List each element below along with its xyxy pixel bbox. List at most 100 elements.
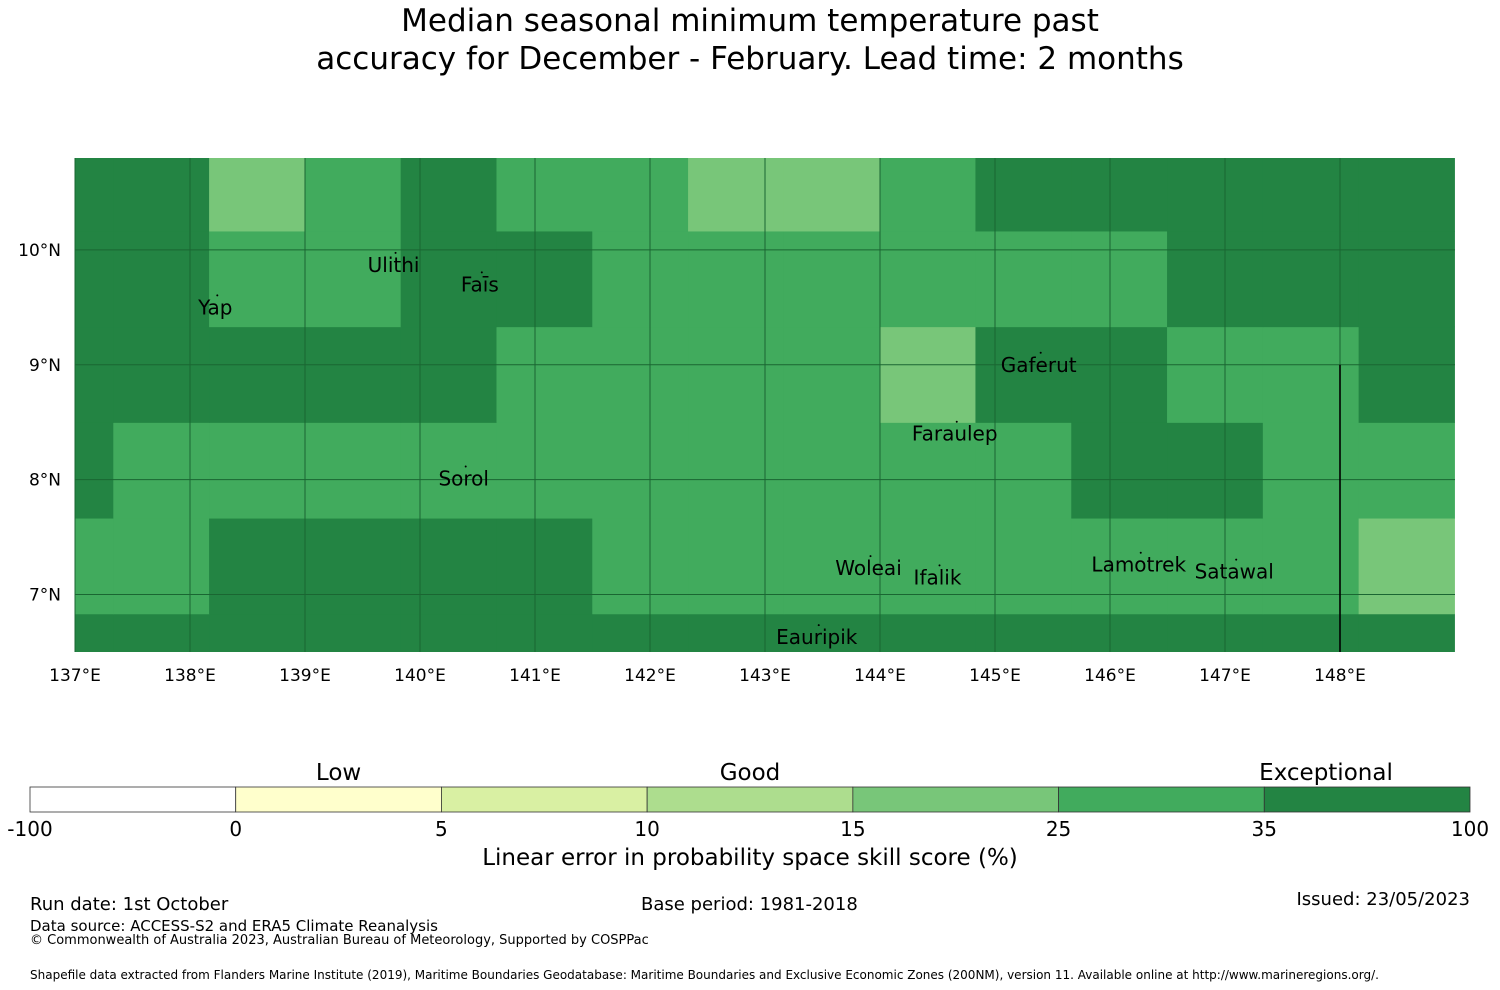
skill-cell xyxy=(496,230,593,328)
island-marker xyxy=(464,465,467,468)
island-marker xyxy=(216,294,219,297)
skill-cell xyxy=(783,158,881,232)
skill-cell xyxy=(592,518,689,615)
colorbar-label: Linear error in probability space skill … xyxy=(482,845,1018,871)
colorbar-tick-label: 25 xyxy=(1045,817,1072,841)
latitude-tick-label: 7°N xyxy=(29,586,61,606)
longitude-tick-label: 146°E xyxy=(1084,666,1136,686)
skill-cell xyxy=(113,326,210,423)
skill-cell xyxy=(400,518,497,615)
skill-cell xyxy=(688,613,785,652)
skill-cell xyxy=(783,326,881,423)
skill-cell xyxy=(496,613,593,652)
skill-cell xyxy=(880,40,976,136)
skill-cell xyxy=(975,613,1072,652)
skill-cell xyxy=(975,158,1072,232)
island-marker xyxy=(1139,551,1142,554)
skill-cell xyxy=(1071,40,1167,136)
colorbar-tick-label: 35 xyxy=(1251,817,1278,841)
longitude-tick-label: 140°E xyxy=(394,666,446,686)
data-source: Data source: ACCESS-S2 and ERA5 Climate … xyxy=(30,917,438,935)
place-labels: Yap Ulithi Faīs Gaferut Faraulep Sorol Woleai I… xyxy=(197,251,1274,649)
skill-cell xyxy=(784,40,880,136)
skill-cell xyxy=(304,613,402,652)
skill-cell xyxy=(400,230,497,328)
shapefile-credit: Shapefile data extracted from Flanders M… xyxy=(30,968,1379,982)
skill-cell xyxy=(879,326,976,423)
skill-cell xyxy=(1263,0,1359,40)
skill-cell xyxy=(400,326,497,423)
skill-cell xyxy=(880,0,976,40)
skill-cell xyxy=(304,230,402,328)
skill-cell xyxy=(1262,422,1360,519)
skill-cell xyxy=(879,230,976,328)
skill-cell xyxy=(496,40,592,136)
skill-cell xyxy=(1262,518,1360,615)
skill-cell xyxy=(688,422,785,519)
skill-cell xyxy=(400,613,497,652)
longitude-tick-label: 148°E xyxy=(1314,666,1366,686)
skill-cell xyxy=(304,518,402,615)
skill-cell xyxy=(1358,230,1455,328)
skill-cell xyxy=(113,0,209,40)
colorbar-swatch xyxy=(29,786,237,813)
longitude-tick-label: 143°E xyxy=(739,666,791,686)
skill-cell xyxy=(496,518,593,615)
skill-cell xyxy=(1071,422,1168,519)
colorbar-tick-label: 5 xyxy=(435,817,448,841)
skill-cell xyxy=(1167,230,1264,328)
place-label: Yap xyxy=(197,295,232,319)
skill-cell xyxy=(113,158,210,232)
colorbar-swatch xyxy=(646,786,854,813)
skill-cell xyxy=(75,518,114,615)
island-marker xyxy=(869,555,872,558)
latitude-tick-label: 8°N xyxy=(29,471,61,491)
skill-cell xyxy=(879,422,976,519)
skill-cell xyxy=(783,518,881,615)
skill-cell xyxy=(1071,613,1168,652)
skill-cell xyxy=(209,518,306,615)
colorbar-tick-label: 100 xyxy=(1450,817,1490,841)
island-marker xyxy=(480,271,483,274)
longitude-tick-label: 144°E xyxy=(854,666,906,686)
skill-cell xyxy=(592,422,689,519)
colorbar-swatch xyxy=(852,786,1059,813)
skill-cell xyxy=(879,518,976,615)
skill-cell xyxy=(784,0,880,40)
run-date: Run date: 1st October xyxy=(30,894,229,915)
skill-cell xyxy=(1071,518,1168,615)
skill-cell xyxy=(879,158,976,232)
skill-cell xyxy=(1167,326,1264,423)
skill-cell xyxy=(496,326,593,423)
skill-cell xyxy=(688,0,784,40)
skill-cell xyxy=(975,518,1072,615)
skill-cell xyxy=(592,230,689,328)
skill-cell xyxy=(879,613,976,652)
place-label: Lamotrek xyxy=(1091,553,1186,577)
skill-cell xyxy=(592,326,689,423)
skill-cell xyxy=(401,0,497,40)
skill-cell xyxy=(1071,0,1167,40)
skill-cell xyxy=(688,230,785,328)
skill-cell xyxy=(209,326,306,423)
skill-cell xyxy=(1167,0,1263,40)
island-marker xyxy=(1039,351,1042,354)
place-label: Satawal xyxy=(1195,560,1274,584)
skill-cell xyxy=(975,0,1071,40)
colorbar-swatch xyxy=(441,786,648,813)
base-period: Base period: 1981-2018 xyxy=(641,894,858,915)
skill-cell xyxy=(1262,613,1360,652)
skill-cell xyxy=(209,40,305,136)
skill-cell xyxy=(75,422,114,519)
longitude-tick-label: 141°E xyxy=(509,666,561,686)
skill-cell xyxy=(18,40,114,136)
skill-cell xyxy=(209,422,306,519)
skill-cell xyxy=(209,230,306,328)
colorbar-tick-label: -100 xyxy=(7,817,53,841)
chart-title-line-1: Median seasonal minimum temperature past xyxy=(401,3,1099,39)
skill-cell xyxy=(592,613,689,652)
skill-cell xyxy=(18,0,114,40)
skill-cell xyxy=(113,613,210,652)
skill-cell xyxy=(1071,230,1168,328)
